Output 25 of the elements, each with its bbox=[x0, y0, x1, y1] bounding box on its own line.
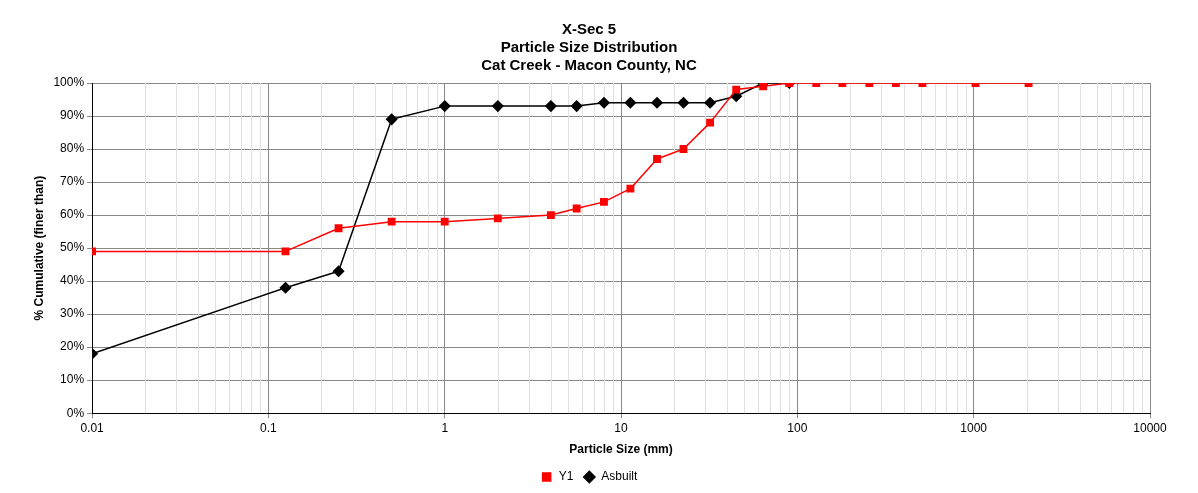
y-tick-label: 90% bbox=[60, 108, 85, 123]
x-tick-label: 10000 bbox=[1133, 420, 1168, 435]
x-tick-label: 0.1 bbox=[260, 420, 278, 435]
x-tick-label: 100 bbox=[787, 420, 808, 435]
y-axis-title: % Cumulative (finer than) bbox=[31, 175, 46, 321]
y-tick-label: 20% bbox=[60, 339, 85, 354]
y-tick-label: 70% bbox=[60, 174, 85, 189]
x-tick-label: 1 bbox=[441, 420, 449, 435]
y-tick-label: 10% bbox=[60, 372, 85, 387]
y-tick-label: 100% bbox=[53, 75, 85, 90]
text: X-Sec 5 bbox=[561, 20, 617, 38]
x-tick-label: 0.01 bbox=[80, 420, 105, 435]
y-tick-label: 80% bbox=[60, 141, 85, 156]
y-tick-label: 30% bbox=[60, 306, 85, 321]
legend-label: Asbuilt bbox=[601, 469, 639, 484]
y-tick-label: 50% bbox=[60, 240, 85, 255]
x-tick-label: 10 bbox=[614, 420, 629, 435]
y-tick-label: 60% bbox=[60, 207, 85, 222]
y-tick-label: 0% bbox=[66, 405, 85, 420]
x-axis-title: Particle Size (mm) bbox=[569, 442, 673, 457]
y-tick-label: 40% bbox=[60, 273, 85, 288]
text: Cat Creek - Macon County, NC bbox=[481, 56, 697, 74]
text: Particle Size Distribution bbox=[500, 38, 678, 56]
legend-label: Y1 bbox=[558, 469, 574, 484]
x-tick-label: 1000 bbox=[960, 420, 988, 435]
